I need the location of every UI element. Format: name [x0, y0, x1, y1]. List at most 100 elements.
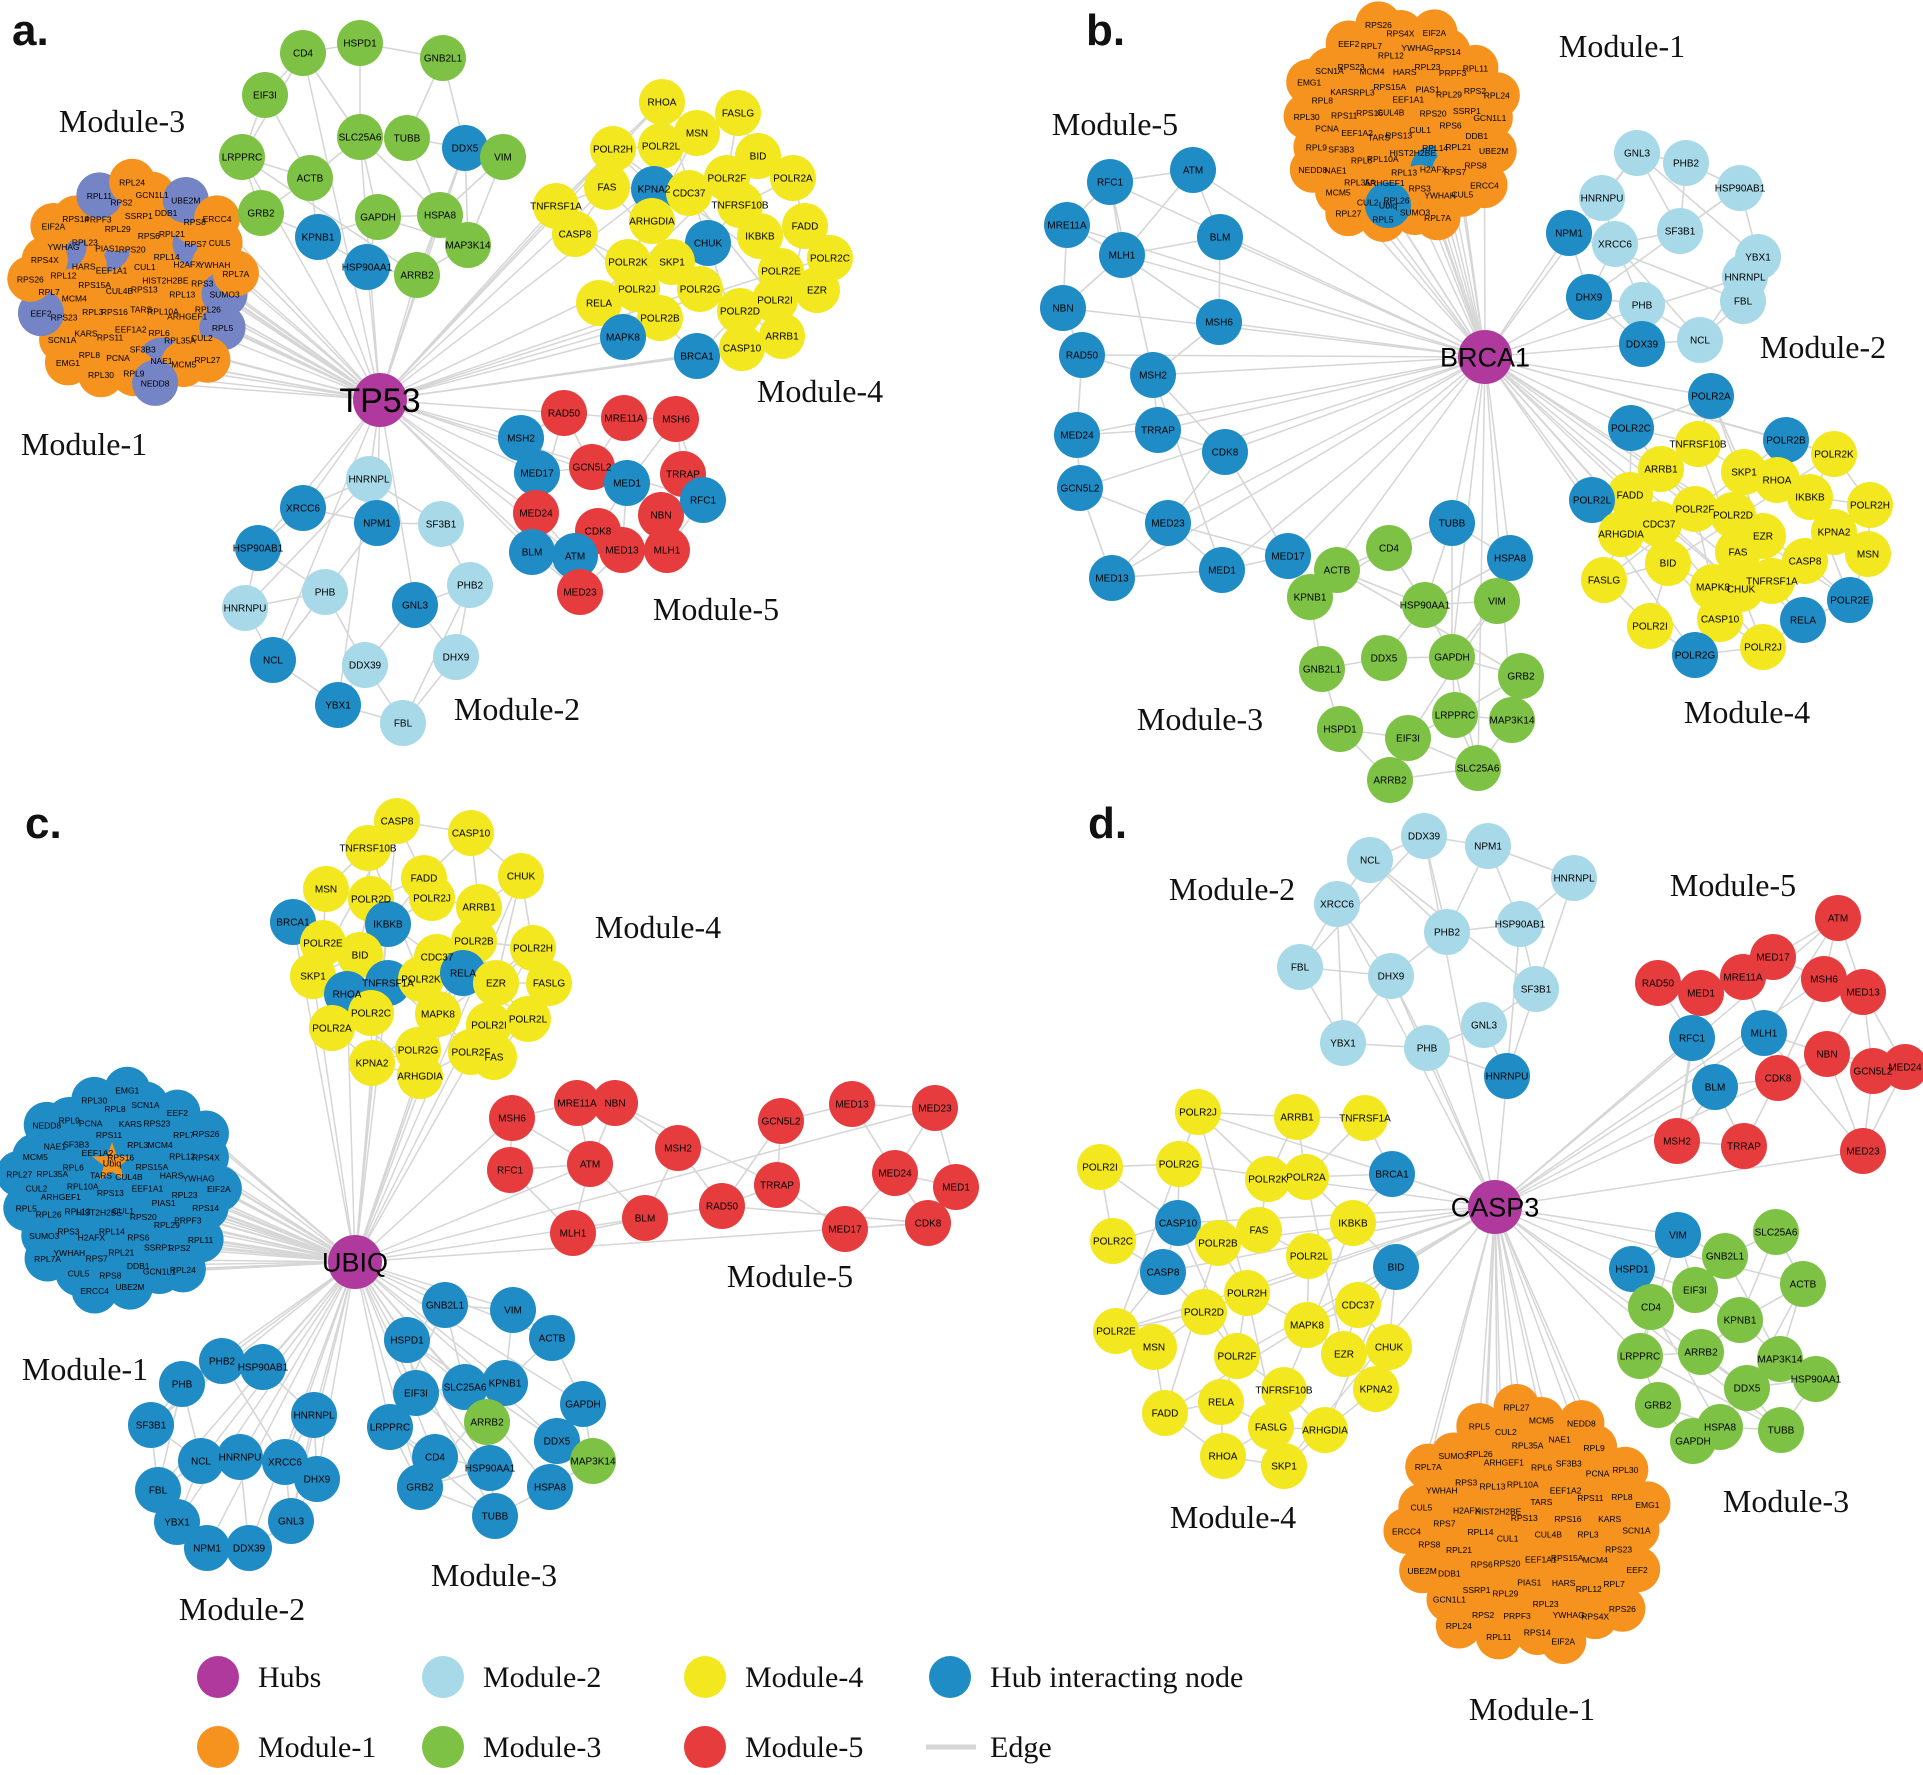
- node-polr2a: [309, 1005, 355, 1051]
- node-label: NEDD8: [1567, 1419, 1596, 1429]
- node-label: RELA: [450, 969, 476, 980]
- node-label: MSH6: [498, 1114, 526, 1125]
- edge: [1390, 975, 1496, 1208]
- node-label: RPS26: [17, 274, 44, 284]
- legend-swatch-module-1: [197, 1726, 239, 1768]
- node-label: MRE11A: [1047, 221, 1087, 232]
- node-label: EIF3I: [253, 91, 277, 102]
- node-label: RELA: [1208, 1398, 1234, 1409]
- node-label: PIAS1: [95, 244, 119, 254]
- edge: [379, 399, 565, 414]
- node-label: CDC37: [1643, 520, 1676, 531]
- edge: [379, 399, 537, 514]
- node-cd4: [280, 30, 326, 76]
- node-label: CDC37: [421, 953, 454, 964]
- node-label: EIF2A: [42, 221, 66, 231]
- node-label: PHB: [172, 1380, 193, 1391]
- node-mre11a: [601, 395, 647, 441]
- module-label: Module-5: [1670, 867, 1796, 903]
- node-casp8: [1140, 1249, 1186, 1295]
- node-label: MED13: [835, 1100, 869, 1111]
- node-label: POLR2L: [1290, 1252, 1329, 1263]
- node-med13: [599, 527, 645, 573]
- node-label: RPL9: [59, 1116, 81, 1126]
- node-label: RPL27: [1503, 1403, 1529, 1413]
- node-label: DDB1: [155, 208, 178, 218]
- node-rhoa: [639, 79, 685, 125]
- node-label: MAPK8: [606, 333, 640, 344]
- node-label: EIF3I: [1683, 1286, 1707, 1297]
- node-label: EEF1A1: [1525, 1554, 1557, 1564]
- node-label: TARS: [90, 1170, 112, 1180]
- node-label: SF3B3: [1556, 1458, 1582, 1468]
- edge: [241, 156, 418, 276]
- node-label: GNB2L1: [1303, 665, 1342, 676]
- node-label: CUL1: [112, 1206, 134, 1216]
- node-polr2b: [637, 295, 683, 341]
- node-label: PHB2: [1673, 159, 1700, 170]
- module-label: Module-3: [59, 103, 185, 139]
- node-atm: [567, 1141, 613, 1187]
- node-label: RHOA: [648, 98, 677, 109]
- node-label: POLR2G: [1675, 651, 1716, 662]
- node-label: SKP1: [1731, 468, 1757, 479]
- node-npm1: [1546, 210, 1592, 256]
- node-label: RPS15A: [78, 280, 111, 290]
- node-label: POLR2F: [1218, 1352, 1257, 1363]
- hub-label: BRCA1: [1440, 343, 1530, 373]
- node-label: PRPF3: [1439, 68, 1467, 78]
- node-label: RPL12: [51, 270, 77, 280]
- node-kpna2: [349, 1040, 395, 1086]
- node-label: SUMO3: [209, 290, 240, 300]
- node-label: RPS26: [192, 1129, 219, 1139]
- node-cd4: [1628, 1284, 1674, 1330]
- node-eif2a: [30, 202, 77, 249]
- node-msh6: [1196, 299, 1242, 345]
- edge: [1382, 218, 1486, 358]
- node-gnb2l1: [422, 1282, 468, 1328]
- node-label: DDB1: [127, 1261, 150, 1271]
- node-nbn: [1040, 285, 1086, 331]
- node-label: HSP90AA1: [1791, 1375, 1842, 1386]
- node-label: MED1: [1208, 566, 1236, 577]
- node-casp8: [374, 798, 420, 844]
- node-rpl27: [0, 1150, 43, 1197]
- node-hsp90ab1: [235, 525, 281, 571]
- node-rpl7a: [1414, 194, 1461, 241]
- node-faslg: [526, 960, 572, 1006]
- node-label: RPS23: [1338, 62, 1365, 72]
- edge: [354, 1261, 506, 1384]
- node-hnrnpu: [1484, 1053, 1530, 1099]
- node-hspd1: [384, 1317, 430, 1363]
- node-label: TARS: [130, 304, 152, 314]
- edge: [1506, 923, 1521, 1077]
- legend: Hubs Module-1 Module-2 Module-3 Module-4 Modu…: [197, 1656, 1243, 1768]
- node-label: RPL30: [1294, 112, 1320, 122]
- legend-swatch-module-4: [684, 1656, 726, 1698]
- node-label: POLR2K: [401, 975, 441, 986]
- node-label: POLR2C: [810, 254, 850, 265]
- edge: [216, 217, 381, 401]
- edge: [1639, 1355, 1782, 1431]
- node-label: PRPF3: [174, 1216, 202, 1226]
- node-label: YWHAH: [1426, 1485, 1458, 1495]
- node-rpl24: [109, 158, 156, 205]
- node-label: FASLG: [722, 109, 754, 120]
- node-label: NBN: [1816, 1050, 1837, 1061]
- node-label: POLR2K: [1248, 1175, 1288, 1186]
- node-grb2: [1635, 1382, 1681, 1428]
- edge: [1336, 903, 1344, 1044]
- edge: [379, 399, 538, 474]
- node-arhgdia: [397, 1053, 443, 1099]
- labels-layer: a. Module-1 Module-2 Module-3 Module-4 Module…: [6, 6, 1922, 1727]
- node-rela: [1198, 1379, 1244, 1425]
- node-label: RAD50: [1642, 979, 1675, 990]
- node-label: RPL29: [1436, 89, 1462, 99]
- node-label: RPL35A: [1344, 177, 1376, 187]
- node-label: MRE11A: [1723, 973, 1763, 984]
- edge: [1079, 356, 1486, 489]
- node-rpl30: [1602, 1446, 1649, 1493]
- node-label: MED24: [1888, 1063, 1922, 1074]
- node-label: ARHGEF1: [1364, 178, 1404, 188]
- node-label: FASLG: [533, 979, 565, 990]
